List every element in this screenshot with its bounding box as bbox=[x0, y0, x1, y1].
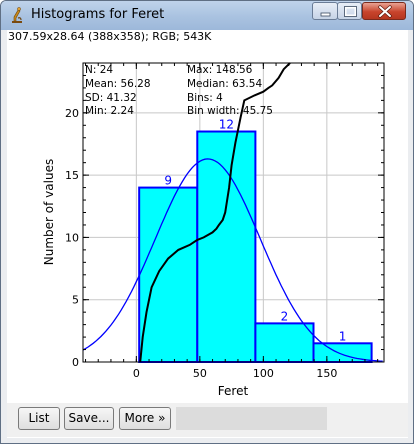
histogram-bars: 9 12 2 1 bbox=[138, 118, 373, 364]
close-button[interactable] bbox=[362, 2, 406, 20]
minimize-icon bbox=[320, 12, 331, 17]
y-axis-label: Number of values bbox=[42, 159, 56, 265]
maximize-button[interactable] bbox=[337, 2, 362, 20]
save-button[interactable]: Save... bbox=[64, 407, 114, 430]
x-tick-label: 0 bbox=[133, 367, 140, 380]
bar-count-label: 1 bbox=[339, 329, 347, 343]
bar-count-label: 9 bbox=[164, 174, 172, 188]
y-tick-label: 10 bbox=[65, 231, 79, 244]
x-tick-label: 100 bbox=[253, 367, 274, 380]
histogram-bar bbox=[254, 322, 315, 364]
list-button[interactable]: List bbox=[18, 407, 60, 430]
stat-median: Median: 63.54 bbox=[187, 78, 262, 90]
title-bar[interactable]: Histograms for Feret bbox=[1, 1, 413, 30]
x-tick-label: 50 bbox=[193, 367, 207, 380]
y-tick-label: 15 bbox=[65, 169, 79, 182]
stat-n: N: 24 bbox=[85, 64, 113, 76]
y-tick-label: 20 bbox=[65, 107, 79, 120]
image-info-text: 307.59x28.64 (388x358); RGB; 543K bbox=[8, 30, 212, 43]
histogram-plot: 9 12 2 1 0 50 100 150 0 5 10 15 20 N: 24 Mean: 56.2… bbox=[42, 62, 385, 398]
axis-ticks: 0 50 100 150 0 5 10 15 20 bbox=[65, 62, 384, 380]
statistics-box: N: 24 Mean: 56.28 SD: 41.32 Min: 2.24 Ma… bbox=[85, 64, 273, 117]
x-axis-label: Feret bbox=[218, 384, 249, 398]
stat-bin-width: Bin width: 45.75 bbox=[187, 105, 273, 117]
stat-bins: Bins: 4 bbox=[187, 92, 223, 104]
maximize-icon bbox=[344, 6, 357, 17]
window-title: Histograms for Feret bbox=[31, 7, 165, 22]
stat-max: Max: 148.56 bbox=[187, 64, 253, 76]
curves bbox=[82, 62, 383, 363]
y-tick-label: 5 bbox=[72, 294, 79, 307]
histogram-bar bbox=[138, 186, 199, 363]
stat-mean: Mean: 56.28 bbox=[85, 78, 151, 90]
cumulative-curve bbox=[139, 62, 291, 363]
y-tick-label: 0 bbox=[72, 356, 79, 369]
stat-sd: SD: 41.32 bbox=[85, 92, 137, 104]
bar-count-label: 2 bbox=[281, 309, 289, 323]
imagej-microscope-icon bbox=[9, 6, 25, 24]
stat-min: Min: 2.24 bbox=[85, 105, 134, 117]
x-tick-label: 150 bbox=[316, 367, 337, 380]
close-icon bbox=[378, 5, 392, 18]
bar-count-label: 12 bbox=[219, 118, 234, 132]
gaussian-fit-curve bbox=[82, 158, 383, 362]
more-button[interactable]: More » bbox=[119, 407, 171, 430]
histogram-bar bbox=[196, 130, 257, 363]
status-field bbox=[176, 407, 327, 430]
